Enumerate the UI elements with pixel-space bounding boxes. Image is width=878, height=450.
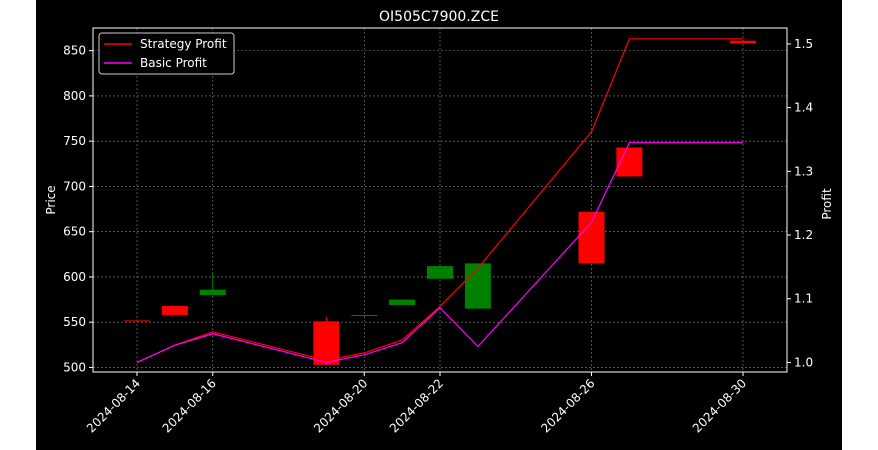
chart-title: OI505C7900.ZCE xyxy=(379,9,499,25)
candle-body xyxy=(464,263,491,309)
profit-lines xyxy=(136,38,743,364)
candle-body xyxy=(427,266,453,279)
y-right-tick-label: 1.3 xyxy=(794,164,813,178)
y-left-tick-label: 600 xyxy=(63,270,86,284)
grid xyxy=(93,28,787,372)
candle-body xyxy=(199,289,226,296)
candle-body xyxy=(389,299,416,306)
y-left-tick-label: 850 xyxy=(63,44,86,58)
y-right-tick-label: 1.5 xyxy=(794,37,813,51)
candle-body xyxy=(124,320,150,322)
strategy-profit-line xyxy=(136,38,743,363)
legend-label-strategy: Strategy Profit xyxy=(140,37,227,51)
y-right-label: Profit xyxy=(820,188,834,220)
y-right-tick-label: 1.0 xyxy=(794,355,813,369)
basic-profit-line xyxy=(136,142,743,364)
right-axis: 1.0 1.1 1.2 1.3 1.4 1.5 xyxy=(787,37,813,369)
y-left-tick-label: 800 xyxy=(63,89,86,103)
legend-box xyxy=(98,32,235,75)
y-left-tick-label: 550 xyxy=(63,315,86,329)
candle-body xyxy=(730,40,756,44)
y-left-tick-label: 500 xyxy=(63,360,86,374)
y-right-tick-label: 1.4 xyxy=(794,101,813,115)
candle-body xyxy=(351,314,378,316)
y-left-label: Price xyxy=(44,185,58,214)
left-axis: 500 550 600 650 700 750 800 850 xyxy=(63,44,93,374)
candle-body xyxy=(313,321,340,365)
figure-background xyxy=(36,0,842,450)
y-left-tick-label: 750 xyxy=(63,134,86,148)
candle-body xyxy=(161,305,188,315)
y-right-tick-label: 1.2 xyxy=(794,228,813,242)
y-left-tick-label: 700 xyxy=(63,179,86,193)
y-right-tick-label: 1.1 xyxy=(794,292,813,306)
legend-label-basic: Basic Profit xyxy=(140,56,207,70)
y-left-tick-label: 650 xyxy=(63,225,86,239)
legend: Strategy Profit Basic Profit xyxy=(98,32,235,75)
candle-body xyxy=(578,211,605,264)
